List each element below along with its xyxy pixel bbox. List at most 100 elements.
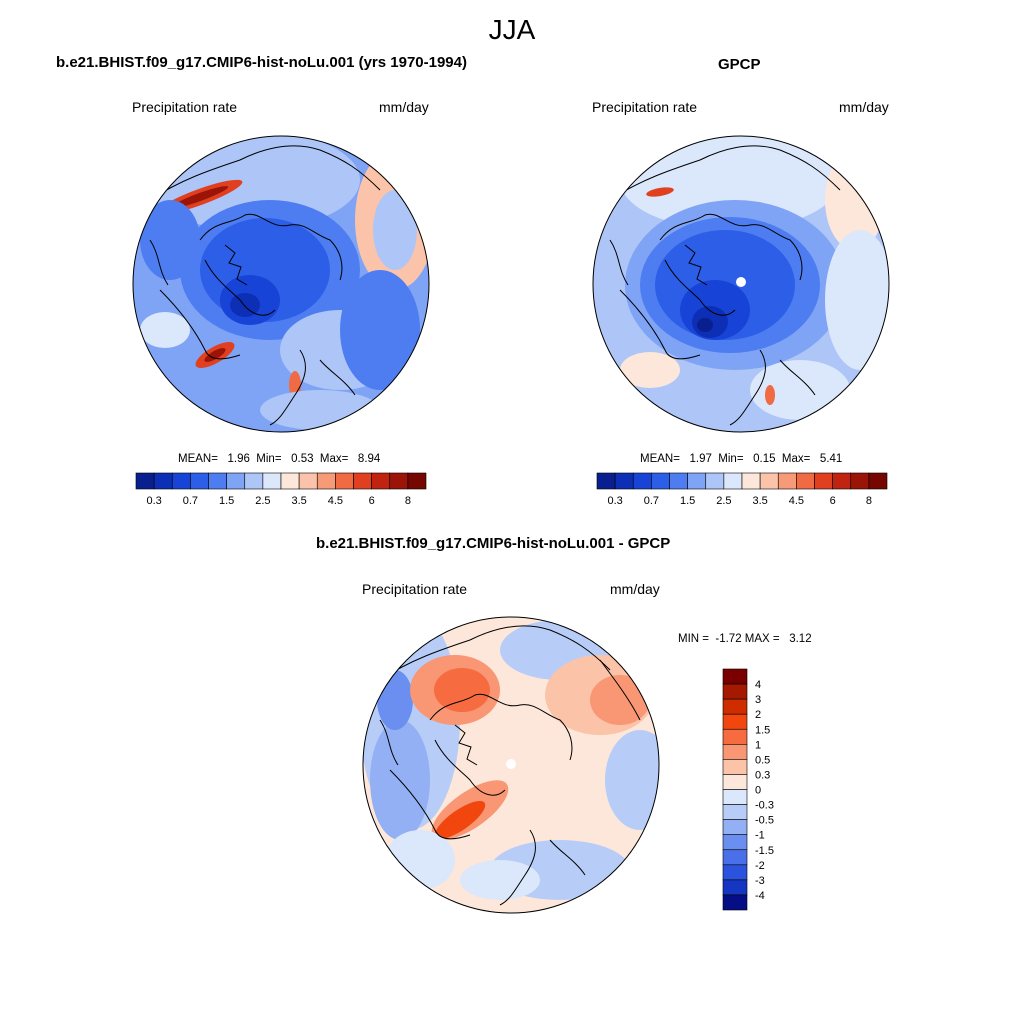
colorbar-swatch bbox=[298, 472, 318, 490]
colorbar-tick-label: 4.5 bbox=[328, 495, 343, 507]
colorbar-swatch bbox=[596, 472, 616, 490]
colorbar-swatch bbox=[389, 472, 409, 490]
north-pole-marker bbox=[736, 277, 746, 287]
panel-1-map bbox=[133, 136, 429, 432]
colorbar-swatch bbox=[796, 472, 815, 490]
colorbar-swatch bbox=[722, 894, 748, 911]
panel-1-coastlines bbox=[149, 145, 381, 426]
colorbar-swatch bbox=[722, 713, 748, 730]
colorbar-swatch bbox=[722, 804, 748, 820]
colorbar-swatch bbox=[651, 472, 670, 490]
colorbar-tick-label: 4.5 bbox=[789, 495, 804, 507]
colorbar-swatch bbox=[777, 472, 797, 490]
panel-1-left-label: Precipitation rate bbox=[132, 99, 238, 115]
colorbar-swatch bbox=[722, 849, 748, 866]
colorbar-tick-label: -2 bbox=[755, 860, 765, 872]
colorbar-swatch bbox=[153, 472, 173, 490]
colorbar-swatch bbox=[335, 472, 354, 490]
panel-2-coastlines bbox=[609, 145, 841, 426]
colorbar-swatch bbox=[850, 472, 870, 490]
colorbar-tick-label: 6 bbox=[369, 495, 375, 507]
colorbar-tick-label: 1.5 bbox=[219, 495, 234, 507]
panel-3-coastlines bbox=[379, 625, 641, 906]
panel-3-left-label: Precipitation rate bbox=[362, 581, 468, 597]
colorbar-swatch bbox=[632, 472, 652, 490]
colorbar-swatch bbox=[171, 472, 191, 490]
colorbar-swatch bbox=[832, 472, 852, 490]
panel-2-units-label: mm/day bbox=[839, 99, 889, 115]
colorbar-tick-label: 0.5 bbox=[755, 754, 770, 766]
colorbar-swatch bbox=[407, 472, 427, 490]
colorbar-swatch bbox=[722, 789, 748, 805]
panel-3-stats: MIN = -1.72 MAX = 3.12 bbox=[678, 633, 812, 645]
colorbar-swatch bbox=[722, 683, 748, 700]
panel-1-colorbar: 0.3 0.7 1.5 2.5 3.5 4.5 6 8 bbox=[135, 472, 427, 507]
colorbar-swatch bbox=[669, 472, 688, 490]
colorbar-swatch bbox=[722, 834, 748, 851]
colorbar-swatch bbox=[722, 774, 748, 790]
colorbar-swatch bbox=[614, 472, 634, 490]
colorbar-tick-label: -4 bbox=[755, 890, 765, 902]
panel-3-title: b.e21.BHIST.f09_g17.CMIP6-hist-noLu.001 … bbox=[316, 535, 671, 552]
panel-3-map-border bbox=[362, 616, 660, 914]
colorbar-swatch bbox=[722, 819, 748, 835]
panel-1-stats: MEAN= 1.96 Min= 0.53 Max= 8.94 bbox=[178, 453, 381, 465]
colorbar-swatch bbox=[705, 472, 725, 490]
panel-2-colorbar: 0.3 0.7 1.5 2.5 3.5 4.5 6 8 bbox=[596, 472, 888, 507]
colorbar-swatch bbox=[722, 698, 748, 715]
colorbar-tick-label: 0.3 bbox=[146, 495, 161, 507]
colorbar-swatch bbox=[262, 472, 282, 490]
colorbar-swatch bbox=[280, 472, 300, 490]
panel-3-map bbox=[363, 617, 659, 913]
colorbar-swatch bbox=[244, 472, 264, 490]
colorbar-tick-label: 3.5 bbox=[752, 495, 767, 507]
figure-season-title: JJA bbox=[488, 14, 536, 45]
colorbar-swatch bbox=[722, 864, 748, 881]
colorbar-tick-label: 3 bbox=[755, 694, 761, 706]
panel-2-title: GPCP bbox=[718, 56, 761, 73]
colorbar-tick-label: 1 bbox=[755, 739, 761, 751]
colorbar-swatch bbox=[722, 759, 748, 775]
colorbar-swatch bbox=[226, 472, 246, 490]
colorbar-tick-label: -1.5 bbox=[755, 845, 774, 857]
colorbar-tick-label: 2 bbox=[755, 709, 761, 721]
colorbar-swatch bbox=[371, 472, 391, 490]
colorbar-swatch bbox=[353, 472, 372, 490]
colorbar-swatch bbox=[722, 728, 748, 745]
colorbar-tick-label: 2.5 bbox=[255, 495, 270, 507]
colorbar-swatch bbox=[316, 472, 336, 490]
panel-2-left-label: Precipitation rate bbox=[592, 99, 698, 115]
panel-1-map-border bbox=[132, 135, 430, 433]
colorbar-tick-label: 2.5 bbox=[716, 495, 731, 507]
colorbar-swatch bbox=[687, 472, 707, 490]
colorbar-swatch bbox=[190, 472, 209, 490]
colorbar-tick-label: 8 bbox=[866, 495, 872, 507]
colorbar-tick-label: 0.7 bbox=[183, 495, 198, 507]
panel-3-colorbar: 4 3 2 1.5 1 0.5 0.3 0 -0.3 -0.5 -1 -1.5 -2 -3 -4 bbox=[722, 668, 774, 911]
colorbar-tick-label: 0.3 bbox=[755, 769, 770, 781]
colorbar-swatch bbox=[722, 879, 748, 896]
colorbar-tick-label: -1 bbox=[755, 830, 765, 842]
north-pole-marker bbox=[506, 759, 516, 769]
panel-1-title: b.e21.BHIST.f09_g17.CMIP6-hist-noLu.001 … bbox=[56, 54, 467, 71]
panel-2-map-border bbox=[592, 135, 890, 433]
colorbar-tick-label: 0.3 bbox=[607, 495, 622, 507]
panel-2-stats: MEAN= 1.97 Min= 0.15 Max= 5.41 bbox=[640, 453, 843, 465]
colorbar-tick-label: 3.5 bbox=[291, 495, 306, 507]
panel-1-units-label: mm/day bbox=[379, 99, 429, 115]
colorbar-swatch bbox=[741, 472, 761, 490]
colorbar-swatch bbox=[759, 472, 779, 490]
colorbar-tick-label: 8 bbox=[405, 495, 411, 507]
colorbar-tick-label: 0.7 bbox=[644, 495, 659, 507]
colorbar-swatch bbox=[135, 472, 155, 490]
colorbar-swatch bbox=[722, 744, 748, 760]
colorbar-swatch bbox=[723, 472, 743, 490]
colorbar-swatch bbox=[722, 668, 748, 685]
colorbar-swatch bbox=[868, 472, 888, 490]
colorbar-tick-label: -0.5 bbox=[755, 815, 774, 827]
colorbar-tick-label: -0.3 bbox=[755, 800, 774, 812]
colorbar-tick-label: -3 bbox=[755, 875, 765, 887]
colorbar-tick-label: 1.5 bbox=[755, 724, 770, 736]
colorbar-swatch bbox=[208, 472, 227, 490]
